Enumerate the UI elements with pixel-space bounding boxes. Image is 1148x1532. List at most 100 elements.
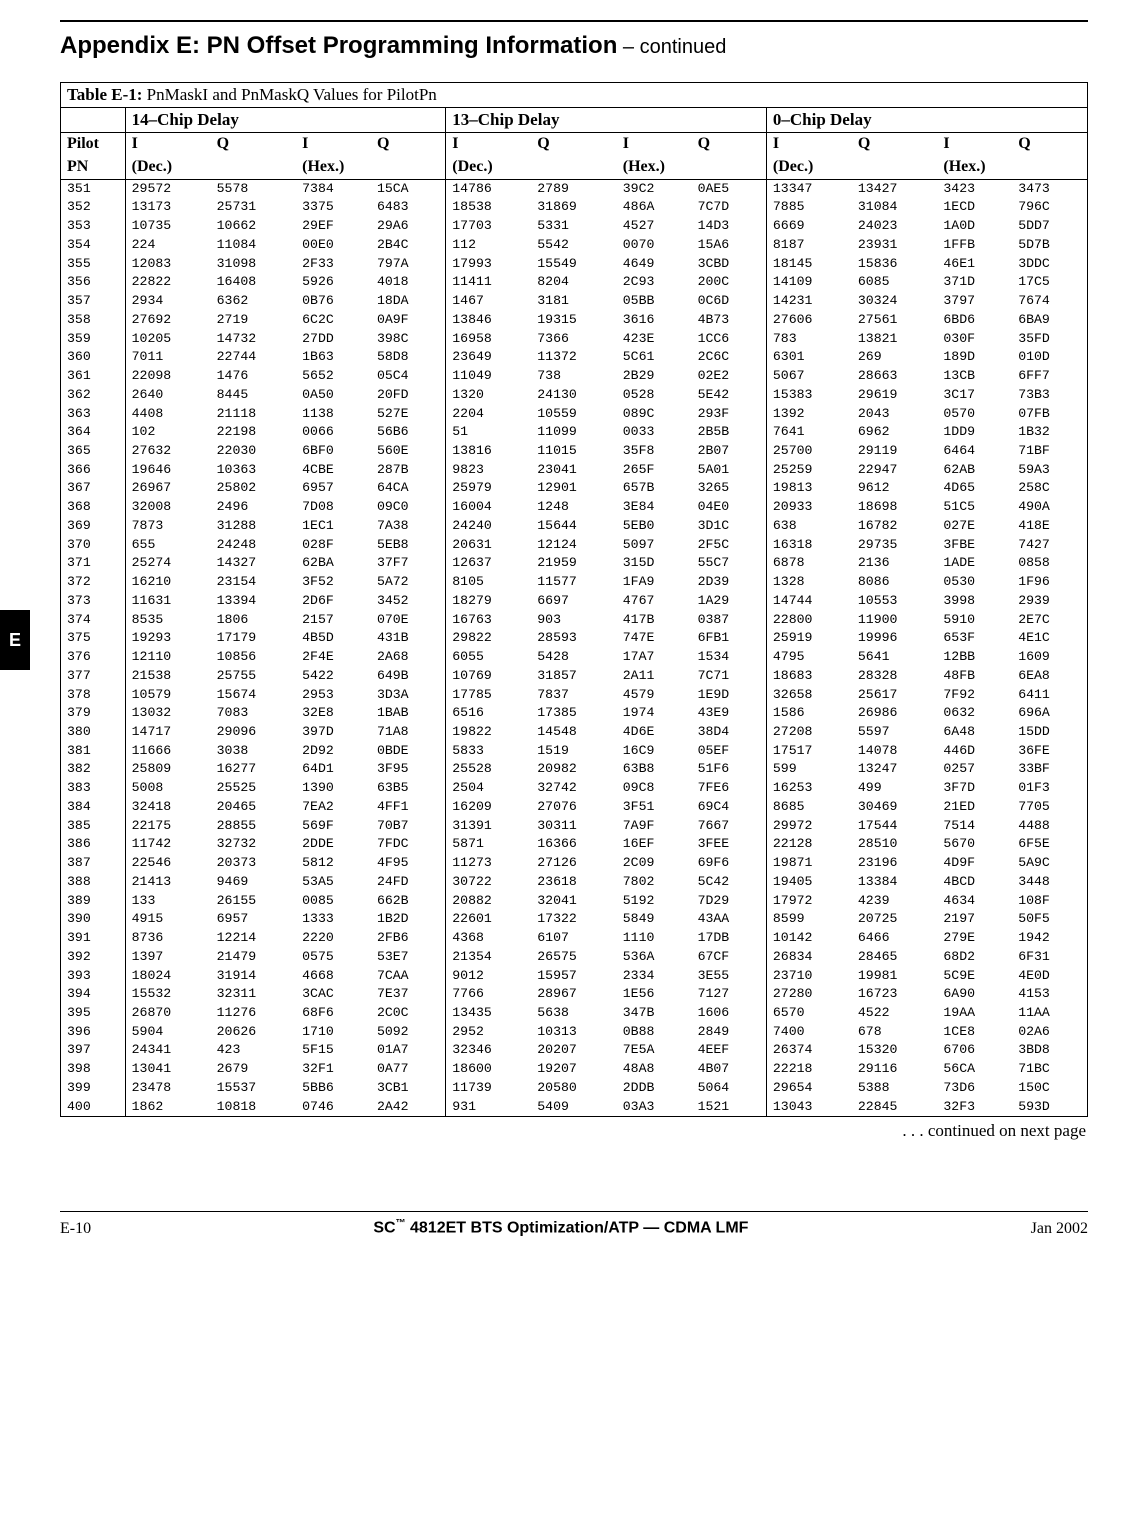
table-row: 40018621081807462A42931540903A3152113043… xyxy=(61,1098,1087,1117)
table-row: 39813041267932F10A77186001920748A84B0722… xyxy=(61,1060,1087,1079)
table-cell: 4488 xyxy=(1012,817,1087,836)
table-cell: 14D3 xyxy=(692,217,767,236)
table-cell: 360 xyxy=(61,348,125,367)
table-cell: 7366 xyxy=(531,330,617,349)
table-cell: 17385 xyxy=(531,704,617,723)
table-cell: 1A29 xyxy=(692,592,767,611)
table-cell: 12110 xyxy=(125,648,211,667)
table-row: 396590420626171050922952103130B882849740… xyxy=(61,1023,1087,1042)
table-cell: 133 xyxy=(125,892,211,911)
table-cell: 8736 xyxy=(125,929,211,948)
table-cell: 30311 xyxy=(531,817,617,836)
table-cell: 5849 xyxy=(617,910,692,929)
table-cell: 1ADE xyxy=(937,554,1012,573)
table-cell: 382 xyxy=(61,760,125,779)
table-cell: 25525 xyxy=(211,779,297,798)
table-cell: 1FFB xyxy=(937,236,1012,255)
table-cell: 3C17 xyxy=(937,386,1012,405)
table-cell: 7705 xyxy=(1012,798,1087,817)
table-cell: 397D xyxy=(296,723,371,742)
table-cell: 2DDE xyxy=(296,835,371,854)
table-cell: 569F xyxy=(296,817,371,836)
table-cell: 396 xyxy=(61,1023,125,1042)
table-cell: 5192 xyxy=(617,892,692,911)
table-cell: 030F xyxy=(937,330,1012,349)
table-cell: 17179 xyxy=(211,629,297,648)
table-cell: 5331 xyxy=(531,217,617,236)
table-cell: 11742 xyxy=(125,835,211,854)
table-cell: 5641 xyxy=(852,648,938,667)
table-cell: 17544 xyxy=(852,817,938,836)
table-cell: 22175 xyxy=(125,817,211,836)
hdr-q: Q xyxy=(1012,133,1087,156)
table-cell: 2952 xyxy=(446,1023,532,1042)
table-cell: 11084 xyxy=(211,236,297,255)
table-cell: 17A7 xyxy=(617,648,692,667)
table-cell: 51 xyxy=(446,423,532,442)
table-cell: 12BB xyxy=(937,648,1012,667)
table-cell: 35FD xyxy=(1012,330,1087,349)
table-cell: 7873 xyxy=(125,517,211,536)
table-cell: 28465 xyxy=(852,948,938,967)
table-cell: 6483 xyxy=(371,198,446,217)
table-cell: 0B88 xyxy=(617,1023,692,1042)
table-cell: 27692 xyxy=(125,311,211,330)
table-cell: 3181 xyxy=(531,292,617,311)
table-cell: 14078 xyxy=(852,742,938,761)
table-cell: 366 xyxy=(61,461,125,480)
table-cell: 1E9D xyxy=(692,686,767,705)
table-row: 397243414235F1501A732346202077E5A4EEF263… xyxy=(61,1041,1087,1060)
table-cell: 22800 xyxy=(766,611,852,630)
table-cell: 486A xyxy=(617,198,692,217)
table-cell: 4BCD xyxy=(937,873,1012,892)
table-cell: 224 xyxy=(125,236,211,255)
table-cell: 2157 xyxy=(296,611,371,630)
table-cell: 931 xyxy=(446,1098,532,1117)
table-cell: 17517 xyxy=(766,742,852,761)
table-cell: 15957 xyxy=(531,967,617,986)
table-cell: 16782 xyxy=(852,517,938,536)
table-cell: 31098 xyxy=(211,255,297,274)
table-cell: 398C xyxy=(371,330,446,349)
table-cell: 8685 xyxy=(766,798,852,817)
caption-bold: Table E-1: xyxy=(67,85,142,104)
table-cell: 20882 xyxy=(446,892,532,911)
table-cell: 11411 xyxy=(446,273,532,292)
table-cell: 68D2 xyxy=(937,948,1012,967)
table-cell: 657B xyxy=(617,479,692,498)
table-cell: 13394 xyxy=(211,592,297,611)
table-cell: 11577 xyxy=(531,573,617,592)
table-cell: 7D29 xyxy=(692,892,767,911)
table-cell: 17993 xyxy=(446,255,532,274)
table-cell: 09C0 xyxy=(371,498,446,517)
table-cell: 5638 xyxy=(531,1004,617,1023)
table-cell: 21479 xyxy=(211,948,297,967)
table-cell: 20631 xyxy=(446,536,532,555)
table-row: 37913032708332E81BAB651617385197443E9158… xyxy=(61,704,1087,723)
table-cell: 2C0C xyxy=(371,1004,446,1023)
table-cell: 04E0 xyxy=(692,498,767,517)
table-cell: 32F1 xyxy=(296,1060,371,1079)
table-cell: 3F7D xyxy=(937,779,1012,798)
table-cell: 32732 xyxy=(211,835,297,854)
table-cell: 16004 xyxy=(446,498,532,517)
table-cell: 22218 xyxy=(766,1060,852,1079)
table-cell: 26155 xyxy=(211,892,297,911)
table-row: 38432418204657EA24FF116209270763F5169C48… xyxy=(61,798,1087,817)
table-cell: 265F xyxy=(617,461,692,480)
table-cell: 399 xyxy=(61,1079,125,1098)
hdr-dec: (Dec.) xyxy=(766,156,937,179)
table-cell: 03A3 xyxy=(617,1098,692,1117)
table-cell: 10363 xyxy=(211,461,297,480)
table-cell: 3D3A xyxy=(371,686,446,705)
table-row: 359102051473227DD398C169587366423E1CC678… xyxy=(61,330,1087,349)
table-row: 374853518062157070E16763903417B038722800… xyxy=(61,611,1087,630)
table-cell: 2F33 xyxy=(296,255,371,274)
table-cell: 383 xyxy=(61,779,125,798)
table-cell: 27280 xyxy=(766,985,852,1004)
table-cell: 1806 xyxy=(211,611,297,630)
table-cell: 7FDC xyxy=(371,835,446,854)
table-cell: 1248 xyxy=(531,498,617,517)
table-cell: 27632 xyxy=(125,442,211,461)
table-cell: 599 xyxy=(766,760,852,779)
